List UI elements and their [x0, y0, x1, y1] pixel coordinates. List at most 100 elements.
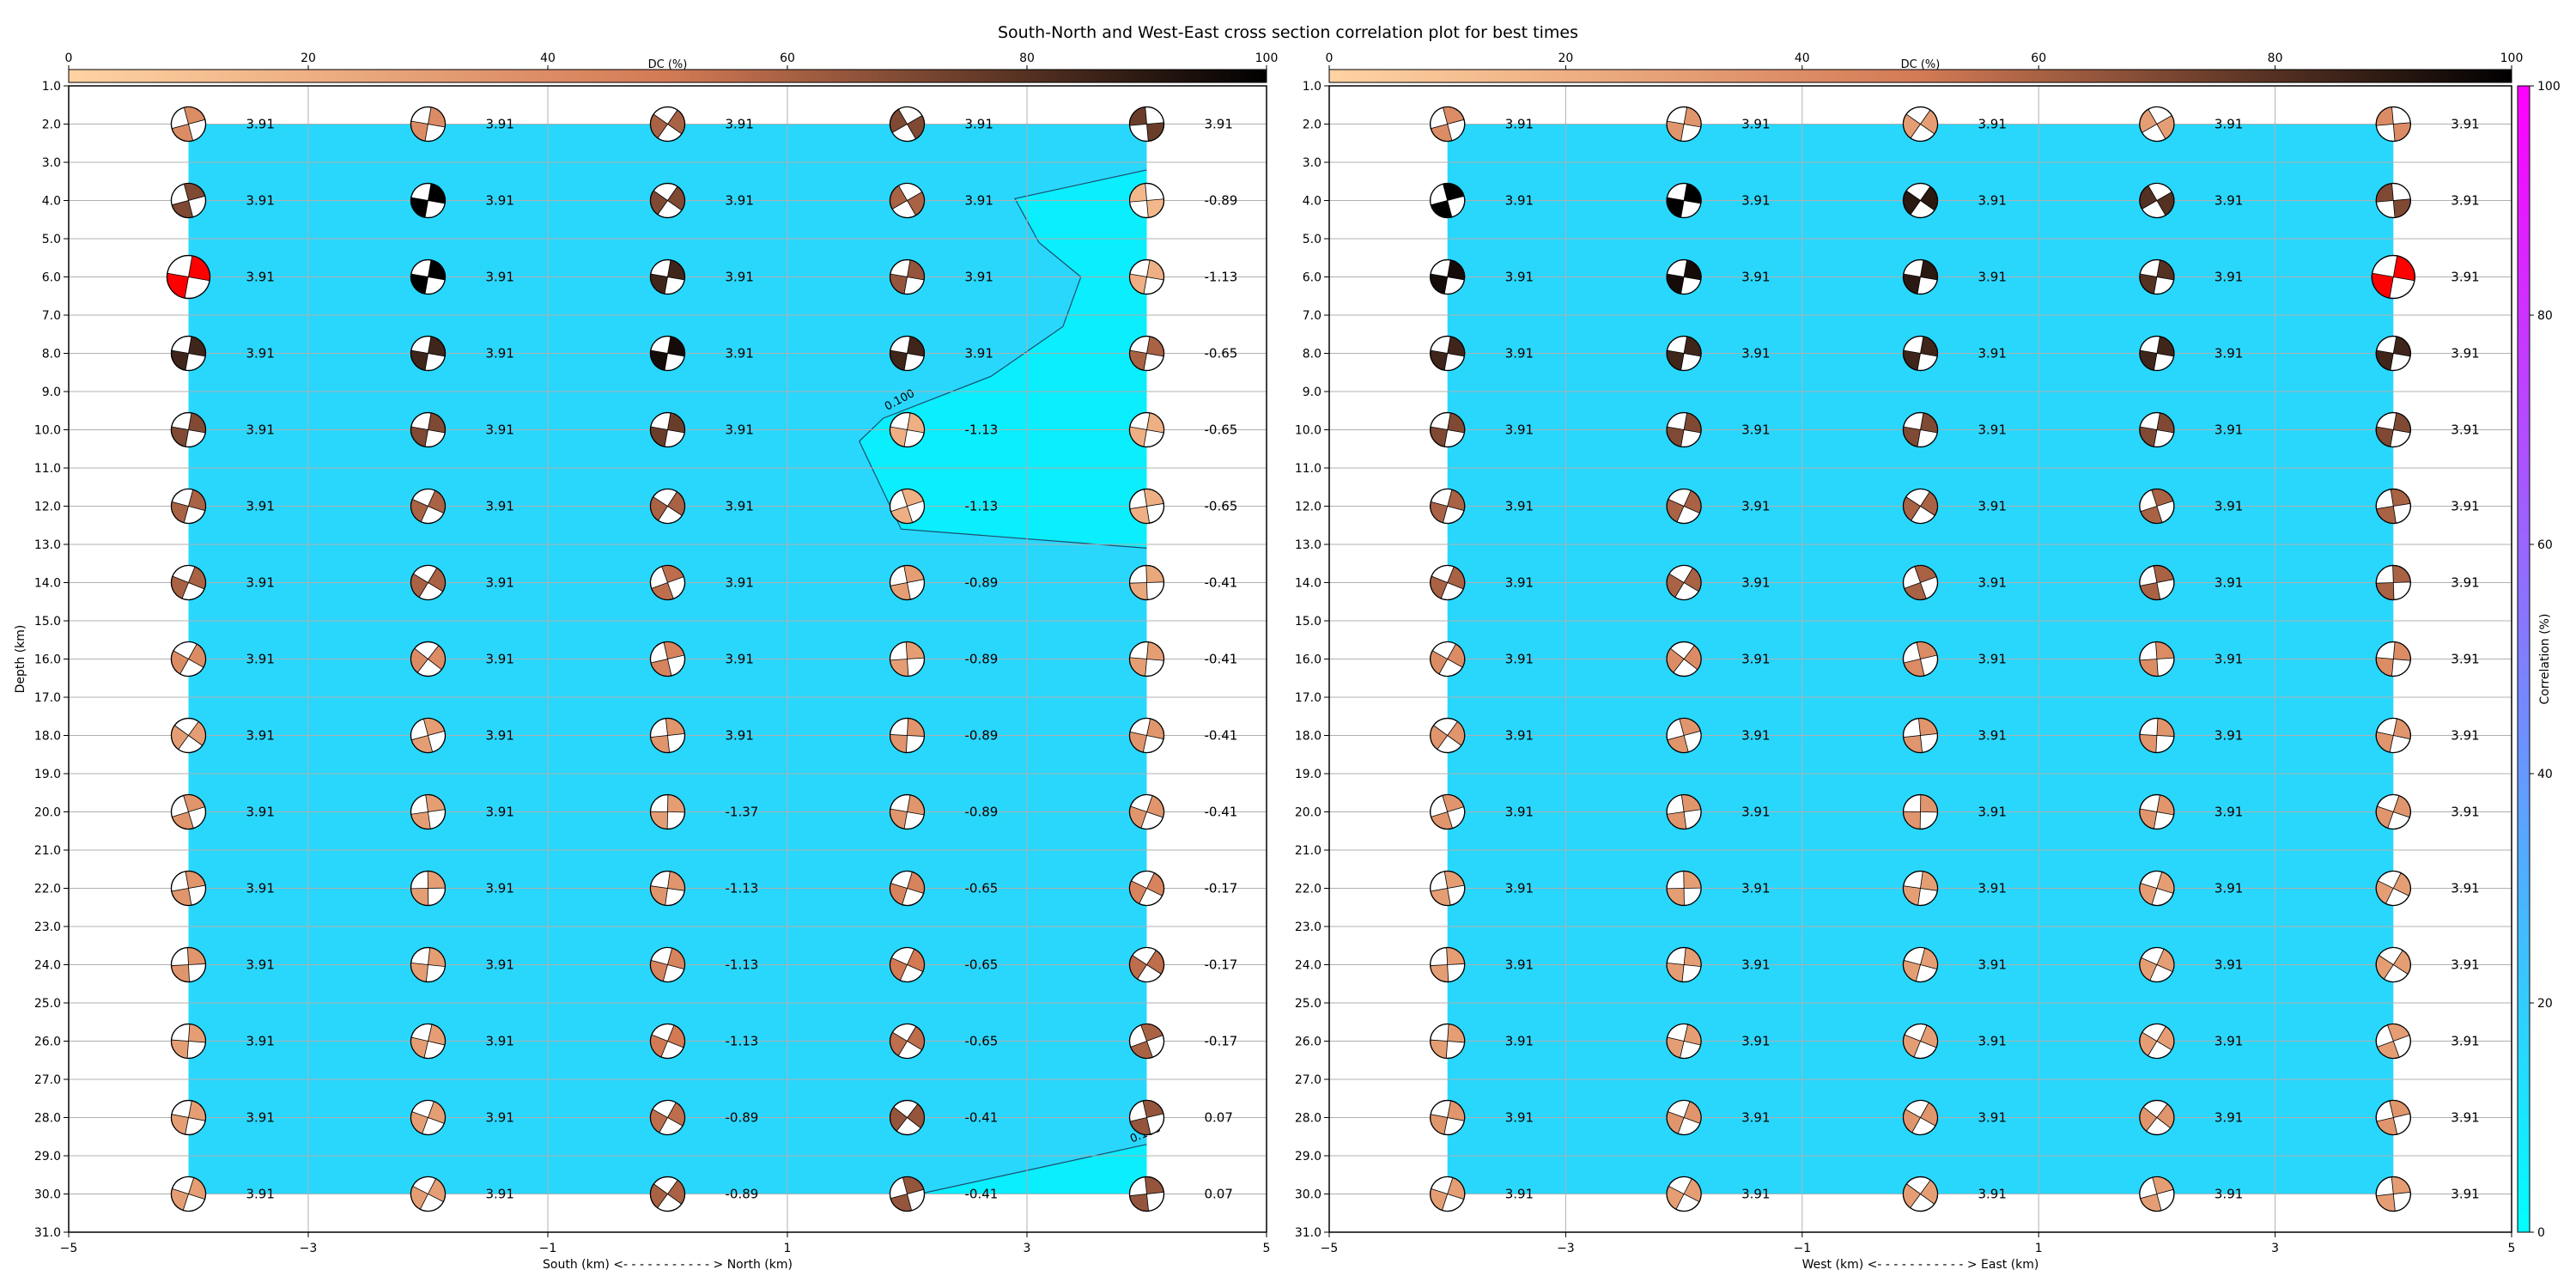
y-tick-label: 19.0 [1295, 768, 1321, 781]
dc-colorbar [1328, 69, 2512, 83]
beachball [410, 870, 447, 907]
beachball [170, 717, 207, 754]
beachball [1128, 488, 1165, 525]
beachball [1128, 335, 1165, 372]
beachball [170, 793, 207, 830]
beachball-outline [1902, 717, 1939, 754]
correlation-value-label: 3.91 [2451, 1034, 2479, 1049]
beachball [1666, 1176, 1702, 1212]
beachball-outline [2375, 946, 2411, 983]
x-tick-label: −3 [300, 1242, 318, 1255]
y-tick-label: 3.0 [42, 156, 61, 170]
beachball-outline [170, 717, 207, 754]
beachball [889, 641, 926, 677]
beachball [649, 106, 686, 143]
correlation-value-label: 3.91 [486, 193, 514, 209]
beachball-outline [1430, 717, 1466, 754]
beachball [1666, 182, 1702, 219]
beachball-outline [649, 1176, 686, 1212]
dc-colorbar-tick-label: 100 [2500, 52, 2524, 65]
correlation-value-label: 3.91 [1741, 1110, 1770, 1126]
beachball-outline [410, 641, 447, 677]
beachball-outline [649, 946, 686, 983]
beachball-outline [2139, 1176, 2175, 1212]
beachball [1666, 641, 1702, 677]
correlation-low-region [859, 169, 1147, 549]
beachball [410, 1023, 447, 1060]
correlation-value-label: 3.91 [726, 270, 754, 285]
correlation-value-label: 3.91 [246, 728, 275, 744]
correlation-value-label: -0.65 [1205, 422, 1238, 438]
y-tick-label: 24.0 [34, 959, 61, 973]
correlation-value-label: 3.91 [2451, 805, 2479, 820]
beachball-outline [1666, 564, 1702, 601]
y-tick-label: 22.0 [34, 883, 61, 896]
beachball-outline [170, 870, 207, 907]
beachball [649, 793, 686, 830]
beachball-outline [1430, 488, 1466, 525]
correlation-value-label: 3.91 [246, 881, 275, 896]
correlation-value-label: 3.91 [1978, 193, 2007, 209]
beachball [1666, 335, 1702, 372]
x-tick-label: −5 [60, 1242, 78, 1255]
beachball [2139, 1099, 2175, 1136]
correlation-value-label: -0.65 [965, 881, 999, 896]
beachball-outline [170, 411, 207, 448]
beachball [170, 335, 207, 372]
beachball [889, 106, 926, 143]
correlation-value-label: 3.91 [1205, 117, 1233, 132]
beachball [1902, 793, 1939, 830]
beachball [1430, 793, 1466, 830]
beachball-outline [2375, 1023, 2411, 1060]
corr-colorbar-tick-label: 80 [2537, 309, 2553, 323]
y-tick-label: 7.0 [42, 309, 61, 323]
beachball-outline [170, 488, 207, 525]
beachball [1902, 411, 1939, 448]
y-tick-label: 31.0 [1295, 1226, 1321, 1240]
beachball [1666, 1099, 1702, 1136]
beachball [410, 1176, 447, 1212]
beachball-outline [1902, 1176, 1939, 1212]
correlation-value-label: 3.91 [1741, 422, 1770, 438]
beachball-outline [649, 335, 686, 372]
correlation-value-label: 3.91 [726, 422, 754, 438]
beachball [2375, 411, 2411, 448]
beachball-outline [1128, 411, 1165, 448]
correlation-value-label: 3.91 [246, 1110, 275, 1126]
correlation-value-label: 3.91 [486, 1034, 514, 1049]
beachball-outline [1128, 1099, 1165, 1136]
correlation-value-label: 3.91 [1978, 270, 2007, 285]
correlation-value-label: -1.13 [965, 422, 999, 438]
beachball-outline [1128, 1176, 1165, 1212]
correlation-value-label: -1.37 [726, 805, 759, 820]
beachball-outline [649, 1099, 686, 1136]
beachball-outline [410, 793, 447, 830]
beachball-outline [1666, 946, 1702, 983]
beachball [1128, 564, 1165, 601]
correlation-value-label: 3.91 [1741, 117, 1770, 132]
beachball-outline [1430, 870, 1466, 907]
correlation-value-label: -0.65 [965, 1034, 999, 1049]
correlation-value-label: 3.91 [1978, 728, 2007, 744]
correlation-value-label: 3.91 [1505, 499, 1534, 514]
correlation-value-label: -0.17 [1205, 1034, 1238, 1049]
beachball-outline [1902, 946, 1939, 983]
beachball-outline [1666, 870, 1702, 907]
beachball-outline [1430, 106, 1466, 143]
beachball [1430, 182, 1466, 219]
correlation-value-label: -0.65 [965, 957, 999, 973]
x-tick-label: −1 [1793, 1242, 1811, 1255]
beachball [170, 641, 207, 677]
y-tick-label: 28.0 [34, 1112, 61, 1126]
beachball [170, 946, 207, 983]
beachball [649, 946, 686, 983]
y-tick-label: 9.0 [1303, 386, 1321, 399]
correlation-value-label: 3.91 [1741, 1034, 1770, 1049]
correlation-value-label: 3.91 [1978, 1187, 2007, 1202]
y-tick-label: 10.0 [1295, 424, 1321, 438]
correlation-value-label: -0.65 [1205, 499, 1238, 514]
dc-colorbar-tick-label: 80 [2268, 52, 2283, 65]
correlation-value-label: 3.91 [2451, 652, 2479, 667]
correlation-value-label: 3.91 [2451, 422, 2479, 438]
correlation-value-label: 3.91 [486, 957, 514, 973]
